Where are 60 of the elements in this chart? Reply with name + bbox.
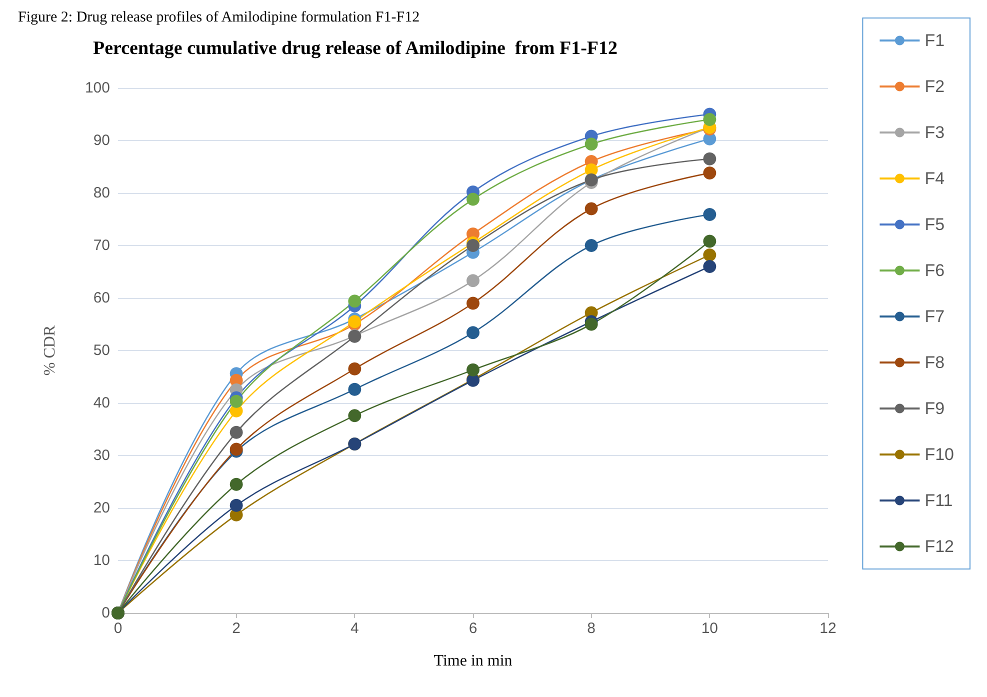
x-tick-label: 12 <box>820 620 836 637</box>
y-axis-title: % CDR <box>42 325 58 376</box>
y-tick-label: 60 <box>93 290 110 306</box>
point <box>703 113 716 126</box>
point <box>466 274 480 288</box>
x-tick-label: 10 <box>701 620 718 637</box>
point <box>703 166 716 180</box>
y-tick-label: 80 <box>93 184 110 202</box>
y-tick-label: 70 <box>93 237 110 254</box>
point <box>348 294 362 308</box>
chart-title: Percentage cumulative drug release of Amilodipine from F1-F12 <box>93 38 618 59</box>
point <box>703 260 716 273</box>
point <box>348 315 362 328</box>
point <box>703 248 716 262</box>
legend-label: F12 <box>924 537 954 556</box>
y-tick-label: 100 <box>84 80 110 96</box>
point <box>584 138 598 151</box>
legend-label: F6 <box>924 261 945 280</box>
legend-label: F4 <box>924 169 945 188</box>
point <box>230 498 243 512</box>
point <box>348 362 362 376</box>
y-tick-label: 20 <box>93 500 110 516</box>
point <box>466 239 480 252</box>
point <box>230 478 243 491</box>
legend-label: F7 <box>924 307 945 326</box>
point <box>466 296 480 310</box>
point <box>466 192 480 206</box>
legend-label: F9 <box>924 399 945 418</box>
x-axis-title: Time in min <box>434 652 512 670</box>
point <box>230 394 243 408</box>
legend-label: F8 <box>924 353 945 372</box>
point <box>703 152 716 166</box>
legend-label: F5 <box>924 215 945 234</box>
legend-label: F10 <box>924 445 954 464</box>
x-tick-label: 2 <box>232 620 241 637</box>
point <box>584 239 598 252</box>
point <box>466 363 480 376</box>
point <box>230 426 243 439</box>
legend-label: F11 <box>924 491 953 510</box>
x-tick-label: 4 <box>350 620 359 637</box>
point <box>703 208 716 222</box>
y-tick-label: 50 <box>93 342 110 359</box>
point <box>703 234 716 248</box>
point <box>584 318 598 331</box>
point <box>466 326 480 340</box>
y-tick-label: 10 <box>93 552 110 569</box>
y-tick-label: 30 <box>93 447 110 464</box>
y-tick-label: 90 <box>93 132 110 149</box>
point <box>348 409 362 422</box>
x-tick-label: 0 <box>114 620 122 637</box>
legend-label: F1 <box>924 31 945 50</box>
point <box>348 382 362 396</box>
x-tick-label: 6 <box>468 620 478 637</box>
point <box>584 202 598 216</box>
y-tick-label: 40 <box>93 394 110 412</box>
y-tick-label: 0 <box>102 604 110 622</box>
legend-label: F2 <box>924 77 945 96</box>
x-tick-label: 8 <box>587 620 596 637</box>
caption: Figure 2: Drug release profiles of Amilodipine formulation F1-F12 <box>18 10 420 26</box>
legend-label: F3 <box>924 123 945 142</box>
